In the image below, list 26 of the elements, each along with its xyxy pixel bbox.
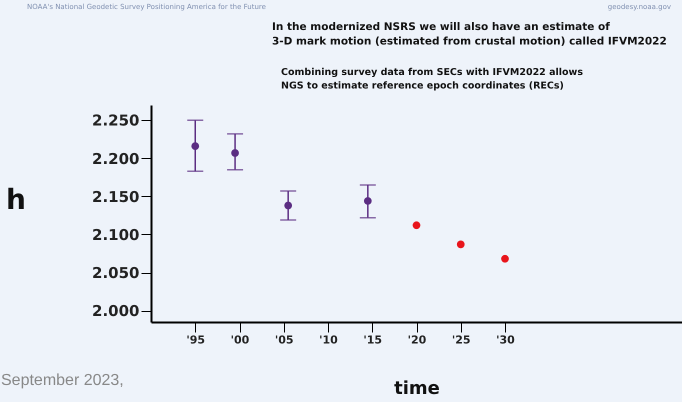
y-axis-title: h	[6, 183, 26, 216]
point	[364, 197, 372, 205]
text: Combining survey data from SECs with IFVM2022 allows NGS to estimate reference epoch coordinates (RECs)	[281, 67, 584, 92]
y-tick-label: 2.050	[92, 264, 140, 282]
y-tick-label: 2.100	[92, 226, 140, 244]
point	[501, 254, 509, 263]
text: September 2023,	[1, 372, 124, 389]
point	[231, 149, 239, 157]
chart-title: In the modernized NSRS we will also have an estimate of 3-D mark motion (estimated from crustal motion) called IFVM2022	[272, 21, 667, 48]
y-tick-label: 2.000	[92, 302, 140, 320]
x-tick-label: '05	[274, 334, 294, 346]
point	[412, 221, 420, 230]
point	[191, 142, 200, 150]
x-tick-label: '30	[496, 334, 516, 346]
x-tick-label: '00	[230, 334, 250, 346]
x-tick-label: '15	[363, 334, 382, 346]
point	[284, 202, 292, 210]
y-tick-label: 2.200	[92, 150, 140, 168]
point	[456, 240, 465, 248]
y-tick-label: 2.250	[92, 112, 140, 130]
x-axis-title: time	[394, 378, 440, 399]
y-tick-label: 2.150	[92, 188, 140, 206]
x-tick-label: '95	[186, 334, 206, 346]
x-tick-label: '10	[319, 334, 338, 346]
x-tick-label: '20	[408, 334, 427, 346]
x-tick-label: '25	[452, 334, 471, 346]
